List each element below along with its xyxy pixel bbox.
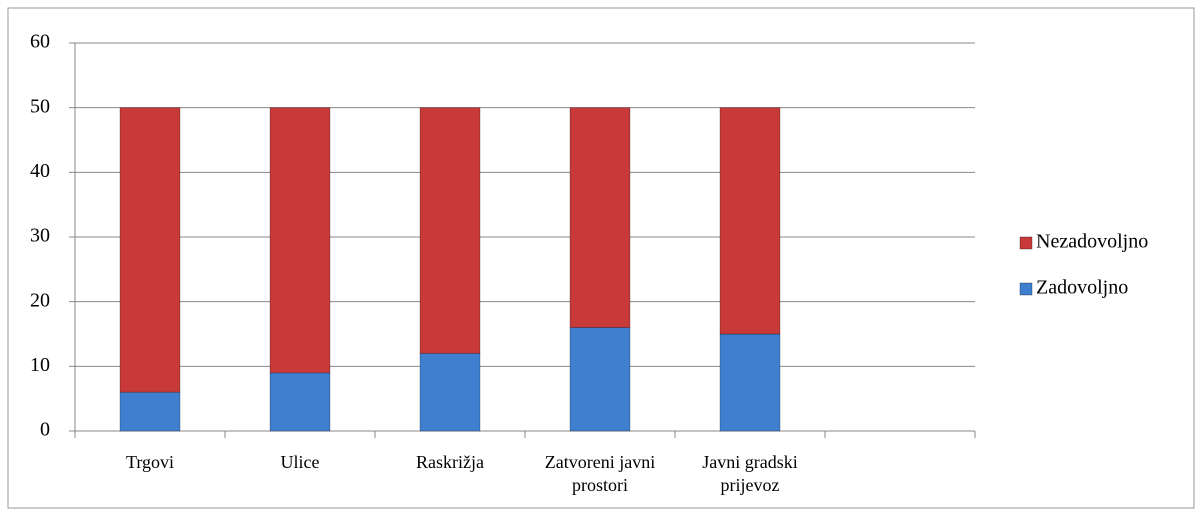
bar-segment xyxy=(119,391,181,432)
y-tick-label: 60 xyxy=(30,31,50,53)
x-tick-label: Zatvoreni javni prostori xyxy=(544,452,656,495)
legend-label: Zadovoljno xyxy=(1036,277,1128,299)
legend-swatch xyxy=(1019,236,1033,250)
bar-segment xyxy=(569,327,631,432)
x-tick-label: Ulice xyxy=(280,452,320,472)
y-tick-label: 0 xyxy=(40,419,50,441)
legend-label: Nezadovoljno xyxy=(1036,231,1148,253)
bar-segment xyxy=(269,372,331,432)
bar-segment xyxy=(719,107,781,335)
x-tick-label: Raskrižja xyxy=(416,452,484,472)
y-tick-label: 40 xyxy=(30,160,50,182)
y-tick-label: 10 xyxy=(30,354,50,376)
y-tick-label: 50 xyxy=(30,95,50,117)
y-tick-label: 30 xyxy=(30,225,50,247)
bar-segment xyxy=(569,107,631,329)
bar-segment xyxy=(419,107,481,354)
y-tick-label: 20 xyxy=(30,289,50,311)
legend-swatch xyxy=(1019,282,1033,296)
x-tick-label: Trgovi xyxy=(125,452,175,472)
bar-segment xyxy=(419,352,481,432)
bar-segment xyxy=(269,107,331,374)
bar-segment xyxy=(119,107,181,393)
bar-segment xyxy=(719,333,781,432)
x-tick-label: Javni gradski prijevoz xyxy=(702,452,798,495)
chart-frame xyxy=(7,7,1195,509)
